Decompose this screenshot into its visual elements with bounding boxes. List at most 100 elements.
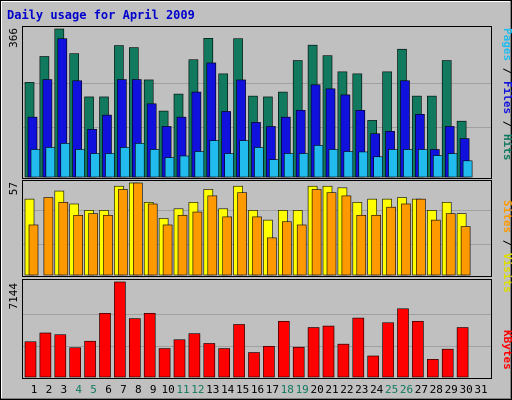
bar-sites-day-7	[118, 189, 128, 276]
bar-pages-day-3	[60, 143, 71, 178]
bar-sites-day-17	[267, 237, 277, 276]
y-max-label-hits: 366	[7, 28, 20, 48]
bar-sites-day-25	[386, 206, 396, 276]
bar-sites-day-12	[192, 211, 203, 276]
bar-kbytes-day-27	[412, 320, 424, 378]
x-tick-label: 28	[430, 383, 443, 396]
x-tick-label: 22	[340, 383, 353, 396]
panel-visits-sites: 57 Sites / Visits	[7, 180, 512, 293]
x-tick-label: 7	[120, 383, 127, 396]
bar-kbytes-day-8	[129, 318, 141, 378]
bar-sites-day-16	[252, 216, 262, 276]
bar-sites-day-24	[371, 214, 382, 276]
bar-pages-day-28	[432, 155, 443, 178]
x-tick-label: 30	[459, 383, 472, 396]
bar-pages-day-9	[149, 149, 160, 178]
bar-pages-day-10	[164, 157, 175, 178]
bar-pages-day-2	[45, 147, 56, 178]
right-legend-kbytes: KBytes	[501, 330, 512, 370]
bar-sites-day-4	[73, 214, 83, 276]
legend-pages: Pages	[501, 28, 512, 61]
chart-title: Daily usage for April 2009	[7, 8, 195, 22]
bar-kbytes-day-6	[99, 313, 111, 378]
bar-pages-day-27	[418, 149, 428, 178]
bar-sites-day-29	[445, 213, 456, 276]
bar-kbytes-day-3	[54, 334, 67, 378]
x-tick-label: 11	[176, 383, 189, 396]
bar-pages-day-17	[269, 159, 279, 178]
legend-sites: Sites	[501, 200, 512, 233]
bar-sites-day-5	[88, 213, 98, 276]
bar-kbytes-day-21	[322, 325, 335, 378]
x-tick-label: 31	[474, 383, 487, 396]
bar-pages-day-21	[328, 149, 339, 178]
x-tick-label: 8	[135, 383, 142, 396]
bar-kbytes-day-28	[426, 359, 439, 378]
bar-sites-day-3	[58, 202, 69, 276]
bar-sites-day-21	[326, 192, 337, 276]
bar-kbytes-day-14	[218, 348, 230, 378]
bar-pages-day-24	[373, 156, 384, 178]
bar-pages-day-8	[135, 143, 145, 178]
bar-sites-day-30	[460, 226, 471, 276]
bar-kbytes-day-26	[397, 308, 409, 378]
bar-kbytes-day-22	[337, 343, 350, 378]
x-tick-label: 2	[46, 383, 53, 396]
x-tick-label: 26	[400, 383, 413, 396]
x-tick-label: 20	[310, 383, 323, 396]
x-axis-labels: 1 2 3 4 5 6 7 8 9 10 11 12 13 14 15 16 17 18 19 20 21 22 23 24 2…	[31, 383, 488, 396]
x-tick-label: 18	[281, 383, 294, 396]
legend-sep: /	[501, 68, 512, 81]
bar-sites-day-22	[341, 195, 352, 276]
bar-kbytes-day-30	[456, 327, 469, 378]
bar-pages-day-13	[209, 140, 220, 178]
bar-sites-day-8	[133, 182, 143, 276]
bar-kbytes-day-18	[277, 320, 290, 378]
bar-sites-day-1	[28, 224, 39, 276]
bar-pages-day-22	[343, 151, 354, 178]
right-legend-visits: Sites / Visits	[501, 200, 512, 293]
bar-sites-day-11	[177, 214, 188, 276]
bar-sites-day-2	[43, 197, 54, 276]
bar-sites-day-19	[296, 224, 307, 276]
panel-kbytes: 7144 KBytes	[7, 279, 512, 379]
x-tick-label: 14	[221, 383, 235, 396]
x-tick-label: 27	[415, 383, 428, 396]
bar-sites-day-18	[281, 221, 292, 276]
bar-sites-day-27	[416, 198, 426, 276]
bar-kbytes-day-16	[248, 352, 260, 378]
x-tick-label: 21	[325, 383, 338, 396]
bar-kbytes-day-13	[203, 343, 216, 378]
bar-pages-day-19	[298, 153, 309, 178]
x-tick-label: 9	[150, 383, 157, 396]
bar-kbytes-day-20	[307, 327, 320, 378]
bar-kbytes-day-12	[188, 333, 201, 378]
x-tick-label: 6	[105, 383, 112, 396]
bar-sites-day-23	[356, 214, 367, 276]
bar-pages-day-6	[105, 153, 115, 178]
legend-visits: Visits	[501, 253, 512, 293]
x-tick-label: 23	[355, 383, 368, 396]
bar-sites-day-15	[237, 192, 247, 276]
bars-hits-files-pages	[24, 28, 473, 178]
x-tick-label: 4	[75, 383, 82, 396]
y-max-label-kbytes: 7144	[7, 283, 20, 310]
x-tick-label: 15	[236, 383, 249, 396]
bar-kbytes-day-2	[39, 332, 52, 378]
right-legend-hits: Pages / Files / Hits	[501, 28, 512, 161]
bar-sites-day-14	[222, 216, 232, 276]
bar-pages-day-12	[194, 151, 205, 178]
x-tick-label: 17	[266, 383, 279, 396]
bar-kbytes-day-17	[263, 345, 275, 378]
bar-sites-day-9	[147, 203, 158, 276]
x-tick-label: 16	[251, 383, 264, 396]
bar-pages-day-5	[90, 153, 100, 178]
bar-kbytes-day-4	[69, 347, 81, 378]
x-tick-label: 19	[296, 383, 309, 396]
bar-kbytes-day-7	[114, 281, 126, 378]
bar-sites-day-13	[207, 195, 218, 276]
y-max-label-visits: 57	[7, 182, 20, 195]
x-tick-label: 12	[191, 383, 204, 396]
bar-pages-day-14	[224, 153, 234, 178]
